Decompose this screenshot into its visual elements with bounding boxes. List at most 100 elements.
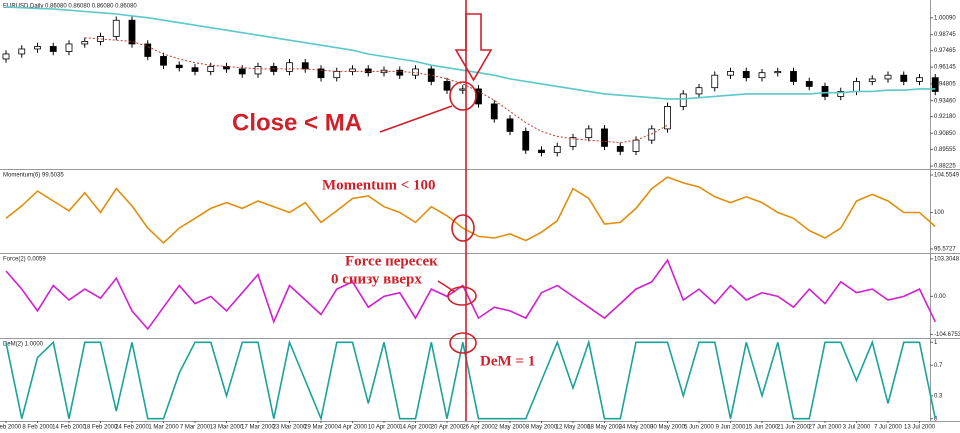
candle-body (34, 46, 41, 50)
panel-title: Momentum(6) 99.5035 (3, 173, 64, 179)
candle-body (128, 19, 136, 45)
candle-body (884, 74, 892, 80)
candle-body (2, 53, 10, 60)
x-tick-label: 9 Jun 2000 (716, 425, 746, 431)
candle-body (254, 66, 262, 75)
candle-body (931, 77, 939, 92)
y-tick-label: -104.6753 (934, 332, 960, 338)
pointer-line (379, 105, 453, 133)
y-tick-label: 0.94805 (934, 81, 956, 87)
panel-title: DeM(2) 1.0000 (3, 342, 44, 348)
x-tick-label: 8 Feb 2000 (22, 425, 53, 431)
panel-title: EURUSD,Daily 0.86080 0.86080 0.86080 0.8… (3, 4, 137, 10)
x-tick-label: 13 Jul 2000 (904, 425, 936, 431)
candle-body (443, 81, 451, 91)
candle-body (18, 48, 26, 55)
series-line (84, 37, 668, 144)
candle-body (837, 91, 845, 97)
x-tick-label: 24 May 2000 (619, 425, 654, 431)
x-tick-label: 8 May 2000 (526, 425, 558, 431)
x-tick-label: 17 Mar 2000 (241, 425, 275, 431)
x-tick-label: 1 Mar 2000 (148, 425, 179, 431)
x-tick-label: 18 Feb 2000 (84, 425, 118, 431)
x-tick-label: 20 Apr 2000 (431, 425, 464, 431)
y-tick-label: 0.90850 (934, 131, 956, 137)
candle-body (821, 86, 829, 97)
highlight-circle (449, 332, 477, 354)
candle-body (601, 128, 608, 147)
y-tick-label: 100 (934, 210, 945, 216)
candle-body (868, 78, 876, 82)
candle-body (585, 128, 593, 139)
overlay (379, 0, 493, 421)
candle-body (774, 71, 782, 74)
candle-body (664, 106, 671, 130)
x-tick-label: 12 May 2000 (556, 425, 591, 431)
y-tick-label: 1.00090 (934, 15, 956, 21)
candle-body (112, 19, 120, 37)
y-tick-label: 0 (934, 416, 938, 422)
x-tick-label: 23 Mar 2000 (273, 425, 307, 431)
candle-body (412, 68, 419, 76)
annotation: 0 снизу вверх (331, 271, 422, 287)
candle-body (286, 62, 293, 72)
annotation: Close < MA (232, 109, 362, 136)
y-tick-label: 0.96145 (934, 65, 956, 71)
candle-body (648, 128, 656, 141)
candle-body (632, 139, 640, 152)
y-tick-label: 103.3048 (934, 256, 960, 262)
x-tick-label: 13 Mar 2000 (210, 425, 244, 431)
candle-body (569, 137, 577, 147)
x-tick-label: 29 Mar 2000 (304, 425, 338, 431)
x-tick-label: 21 Jun 2000 (777, 425, 811, 431)
x-tick-label: 14 Apr 2000 (399, 425, 432, 431)
x-tick-label: 14 Feb 2000 (52, 425, 86, 431)
candle-body (727, 71, 734, 76)
candle-body (396, 69, 404, 76)
candle-body (333, 71, 341, 79)
y-tick-label: 0.97465 (934, 48, 956, 54)
panel-title: Force(2) 0.0059 (3, 257, 46, 263)
x-tick-label: 27 Jun 2000 (808, 425, 842, 431)
candle-body (301, 62, 309, 70)
x-tick-label: 24 Feb 2000 (115, 425, 149, 431)
candle-body (805, 81, 813, 87)
candle-body (459, 88, 467, 91)
y-tick-label: 0.00 (934, 294, 946, 300)
x-tick-label: 7 Mar 2000 (180, 425, 211, 431)
x-tick-label: 5 Jun 2000 (684, 425, 714, 431)
candle-body (616, 145, 624, 152)
highlight-circle (449, 81, 477, 111)
candle-body (538, 149, 545, 154)
candle-body (695, 87, 703, 95)
candle-body (317, 68, 325, 79)
x-tick-label: 26 Apr 2000 (462, 425, 495, 431)
candle-body (144, 43, 152, 57)
y-tick-label: 0.3 (934, 393, 943, 399)
series-line (5, 258, 937, 331)
plot-area: EURUSD,Daily 0.86080 0.86080 0.86080 0.8… (0, 4, 960, 431)
candle-body (758, 72, 766, 79)
candle-body (711, 74, 719, 89)
x-tick-label: 10 Apr 2000 (368, 425, 401, 431)
candle-body (81, 41, 89, 45)
candle-body (364, 68, 372, 74)
highlight-circle (447, 286, 477, 306)
annotation: Force пересек (345, 253, 438, 269)
candle-body (65, 43, 73, 52)
series-line (5, 176, 936, 244)
candle-body (207, 66, 215, 72)
annotation: Momentum < 100 (322, 177, 436, 193)
candle-body (900, 74, 908, 82)
pointer-line (437, 280, 456, 293)
candle-body (742, 71, 750, 79)
candle-body (349, 68, 356, 72)
y-tick-label: 95.5727 (934, 247, 956, 253)
candle-body (175, 64, 183, 69)
x-tick-label: 7 Jul 2000 (874, 425, 902, 431)
y-tick-label: 104.5549 (934, 173, 960, 179)
candle-body (506, 118, 514, 132)
series-line (5, 6, 936, 100)
candle-body (553, 145, 561, 154)
